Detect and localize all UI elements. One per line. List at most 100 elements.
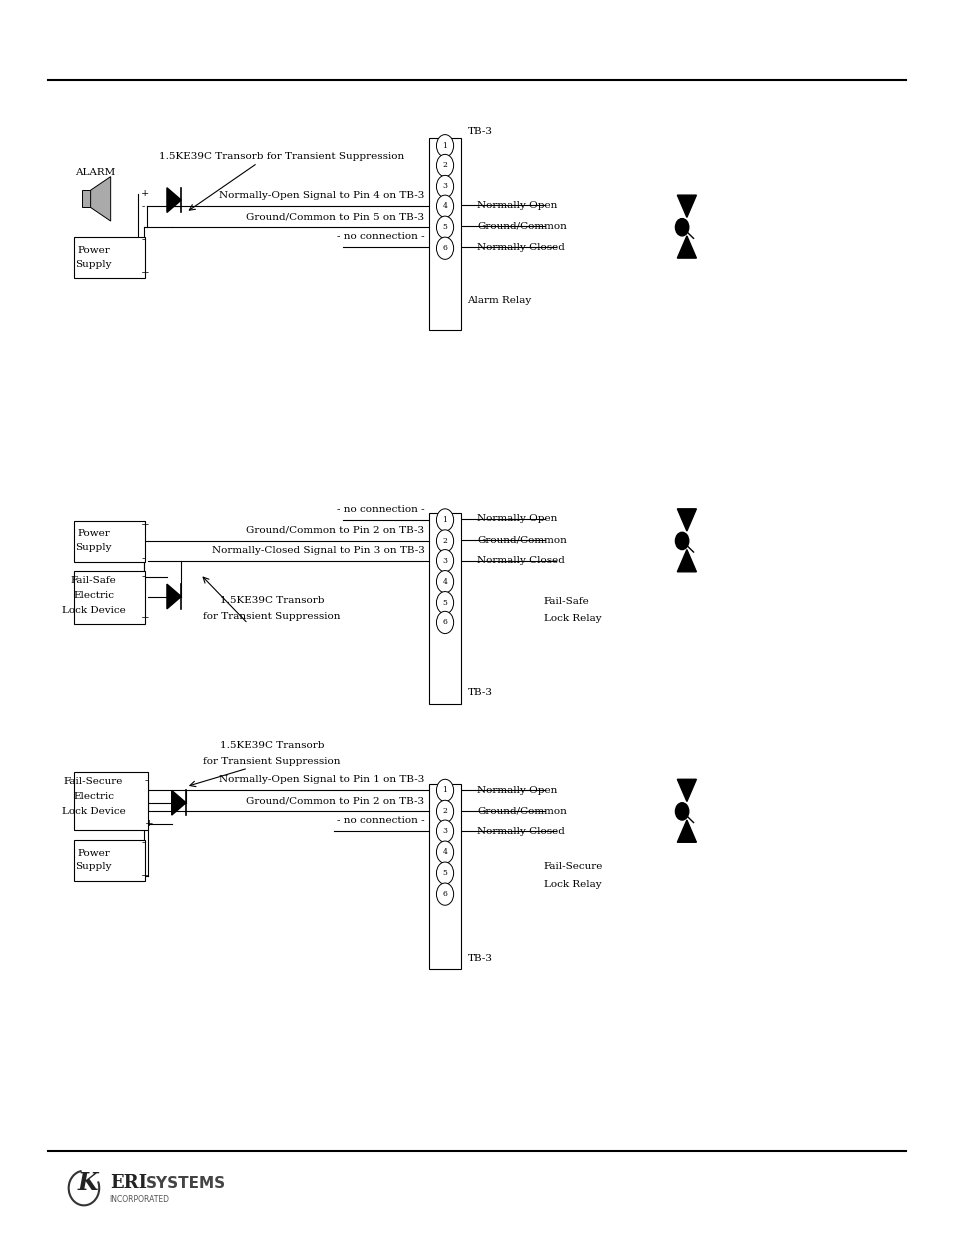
Text: +: + (141, 871, 150, 881)
Circle shape (675, 803, 688, 820)
Text: Fail-Safe: Fail-Safe (543, 597, 589, 606)
Polygon shape (677, 550, 696, 572)
Polygon shape (82, 190, 91, 207)
Text: 3: 3 (442, 827, 447, 835)
FancyBboxPatch shape (74, 521, 145, 562)
Circle shape (436, 154, 454, 177)
Text: TB-3: TB-3 (467, 955, 492, 963)
Text: TB-3: TB-3 (467, 127, 492, 136)
Text: Ground/Common to Pin 2 on TB-3: Ground/Common to Pin 2 on TB-3 (246, 526, 424, 535)
Text: Normally Open: Normally Open (476, 200, 557, 210)
Text: +: + (141, 520, 150, 530)
Circle shape (436, 550, 454, 572)
Polygon shape (172, 790, 186, 815)
Text: INCORPORATED: INCORPORATED (110, 1194, 170, 1204)
Circle shape (436, 195, 454, 217)
Text: - no connection -: - no connection - (336, 816, 424, 825)
Text: Power: Power (77, 529, 110, 538)
Text: 5: 5 (442, 224, 447, 231)
Text: Electric: Electric (73, 792, 113, 802)
Text: Fail-Secure: Fail-Secure (543, 862, 602, 872)
FancyBboxPatch shape (74, 237, 145, 278)
Text: 5: 5 (442, 869, 447, 877)
Circle shape (436, 530, 454, 552)
Text: Normally Closed: Normally Closed (476, 826, 564, 836)
Text: 6: 6 (442, 245, 447, 252)
FancyBboxPatch shape (429, 138, 460, 330)
Circle shape (436, 509, 454, 531)
Text: Alarm Relay: Alarm Relay (467, 295, 531, 305)
Circle shape (436, 237, 454, 259)
Polygon shape (91, 177, 111, 221)
Text: 1: 1 (442, 142, 447, 149)
Text: Ground/Common: Ground/Common (476, 535, 566, 545)
FancyBboxPatch shape (74, 571, 145, 624)
Text: 4: 4 (442, 578, 447, 585)
Text: Normally-Closed Signal to Pin 3 on TB-3: Normally-Closed Signal to Pin 3 on TB-3 (212, 546, 424, 555)
Text: +: + (145, 819, 153, 829)
Text: +: + (141, 189, 150, 199)
Text: 4: 4 (442, 203, 447, 210)
Text: Supply: Supply (75, 542, 112, 552)
Text: Ground/Common: Ground/Common (476, 806, 566, 816)
Text: Ground/Common: Ground/Common (476, 221, 566, 231)
Text: 2: 2 (442, 162, 447, 169)
Polygon shape (167, 584, 181, 609)
Text: 1: 1 (442, 787, 447, 794)
Text: - no connection -: - no connection - (336, 232, 424, 241)
Text: Fail-Secure: Fail-Secure (64, 777, 123, 787)
Text: Lock Relay: Lock Relay (543, 614, 600, 624)
Text: Supply: Supply (75, 259, 112, 269)
Text: 2: 2 (442, 537, 447, 545)
Text: Normally Open: Normally Open (476, 514, 557, 524)
Text: -: - (141, 235, 145, 245)
Text: 1: 1 (442, 516, 447, 524)
Text: Lock Relay: Lock Relay (543, 879, 600, 889)
Polygon shape (677, 195, 696, 217)
Circle shape (675, 219, 688, 236)
Circle shape (436, 611, 454, 634)
Circle shape (436, 779, 454, 802)
Text: +: + (141, 613, 150, 622)
Text: Electric: Electric (73, 590, 113, 600)
Circle shape (436, 571, 454, 593)
Text: - no connection -: - no connection - (336, 505, 424, 514)
Text: SYSTEMS: SYSTEMS (146, 1176, 226, 1191)
Circle shape (436, 216, 454, 238)
Text: Power: Power (77, 246, 110, 256)
Text: 1.5KE39C Transorb: 1.5KE39C Transorb (219, 597, 324, 605)
Text: Ground/Common to Pin 2 on TB-3: Ground/Common to Pin 2 on TB-3 (246, 797, 424, 805)
Text: 1.5KE39C Transorb for Transient Suppression: 1.5KE39C Transorb for Transient Suppress… (158, 152, 404, 161)
FancyBboxPatch shape (74, 840, 145, 881)
Text: 4: 4 (442, 848, 447, 856)
Text: for Transient Suppression: for Transient Suppression (203, 613, 340, 621)
Polygon shape (677, 509, 696, 531)
FancyBboxPatch shape (74, 772, 148, 830)
Text: TB-3: TB-3 (467, 688, 492, 697)
Circle shape (436, 883, 454, 905)
Text: -: - (141, 553, 145, 563)
Text: Normally Closed: Normally Closed (476, 242, 564, 252)
Text: -: - (141, 201, 144, 211)
Text: 3: 3 (442, 183, 447, 190)
Circle shape (436, 175, 454, 198)
Text: 6: 6 (442, 890, 447, 898)
Text: Supply: Supply (75, 862, 112, 872)
Polygon shape (677, 236, 696, 258)
Polygon shape (677, 779, 696, 802)
Text: K: K (77, 1171, 98, 1195)
Circle shape (436, 135, 454, 157)
Text: 6: 6 (442, 619, 447, 626)
Text: Lock Device: Lock Device (62, 605, 125, 615)
Text: Lock Device: Lock Device (62, 806, 125, 816)
Circle shape (436, 800, 454, 823)
Text: Normally Closed: Normally Closed (476, 556, 564, 566)
Text: ALARM: ALARM (75, 168, 115, 177)
Text: -: - (141, 572, 145, 582)
Text: for Transient Suppression: for Transient Suppression (203, 757, 340, 766)
Text: 2: 2 (442, 808, 447, 815)
Text: Fail-Safe: Fail-Safe (71, 576, 116, 585)
Text: +: + (141, 268, 150, 278)
Text: ERI: ERI (110, 1174, 147, 1192)
Circle shape (436, 592, 454, 614)
